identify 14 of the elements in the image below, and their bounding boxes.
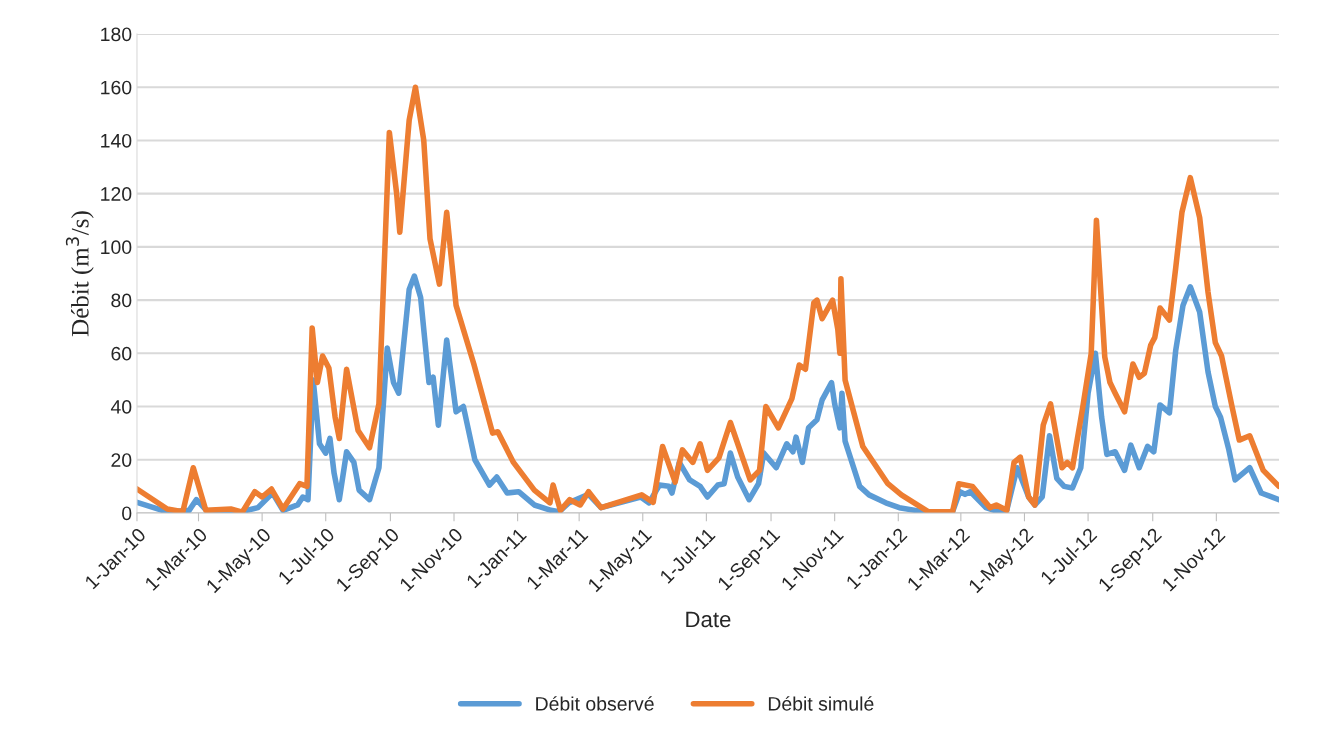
y-tick-label: 180: [101, 27, 132, 42]
y-axis-title: Débit (m$^{3}$/s): [65, 211, 94, 337]
y-tick-label: 0: [122, 506, 132, 521]
y-tick-label: 60: [111, 346, 132, 361]
y-tick-label: 100: [101, 240, 132, 255]
y-tick-label: 20: [111, 453, 132, 467]
legend-label: Débit simulé: [768, 696, 874, 711]
y-tick-label: 80: [111, 293, 132, 308]
legend-label: Débit observé: [536, 696, 654, 711]
y-tick-label: 140: [101, 133, 132, 148]
y-tick-label: 40: [110, 399, 132, 414]
y-tick-label: 160: [101, 80, 132, 95]
x-axis-title: Date: [686, 611, 731, 628]
y-tick-label: 120: [101, 187, 132, 201]
